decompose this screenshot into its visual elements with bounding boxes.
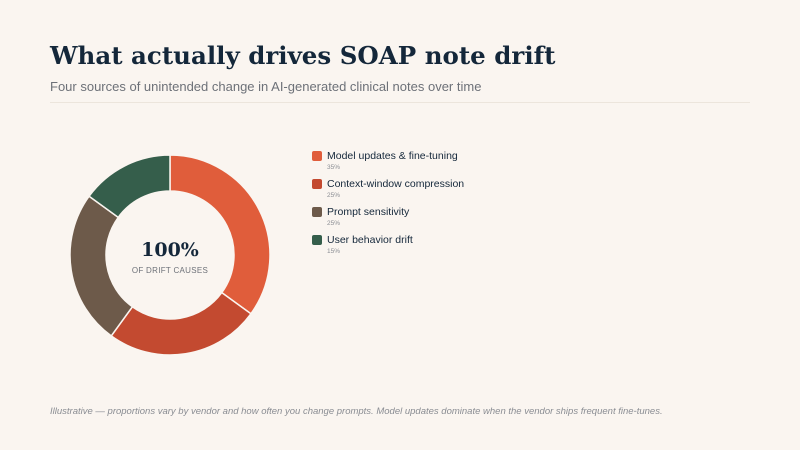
donut-center-value: 100% (141, 239, 199, 261)
header-divider (50, 102, 750, 103)
donut-slice (169, 154, 271, 315)
legend-swatch (312, 235, 322, 245)
legend-value: 35% (327, 164, 341, 171)
legend-value: 25% (327, 192, 341, 199)
chart-subtitle: Four sources of unintended change in AI-… (50, 79, 482, 94)
legend-value: 15% (327, 248, 341, 255)
legend-label: Prompt sensitivity (327, 206, 410, 218)
legend-label: Context-window compression (327, 178, 465, 190)
legend-swatch (312, 207, 322, 217)
legend-item: Model updates & fine-tuning 35% (312, 148, 532, 176)
chart-legend: Model updates & fine-tuning 35% Context-… (312, 148, 532, 260)
legend-swatch (312, 151, 322, 161)
legend-label: User behavior drift (327, 234, 413, 246)
chart-title: What actually drives SOAP note drift (50, 41, 556, 70)
legend-swatch (312, 179, 322, 189)
legend-item: User behavior drift 15% (312, 232, 532, 260)
legend-item: Context-window compression 25% (312, 176, 532, 204)
donut-slice (110, 291, 252, 356)
legend-value: 25% (327, 220, 341, 227)
footnote: Illustrative — proportions vary by vendo… (50, 406, 663, 417)
legend-label: Model updates & fine-tuning (327, 150, 458, 162)
legend-item: Prompt sensitivity 25% (312, 204, 532, 232)
donut-center-label: OF DRIFT CAUSES (131, 266, 209, 275)
donut-slice (88, 154, 171, 219)
